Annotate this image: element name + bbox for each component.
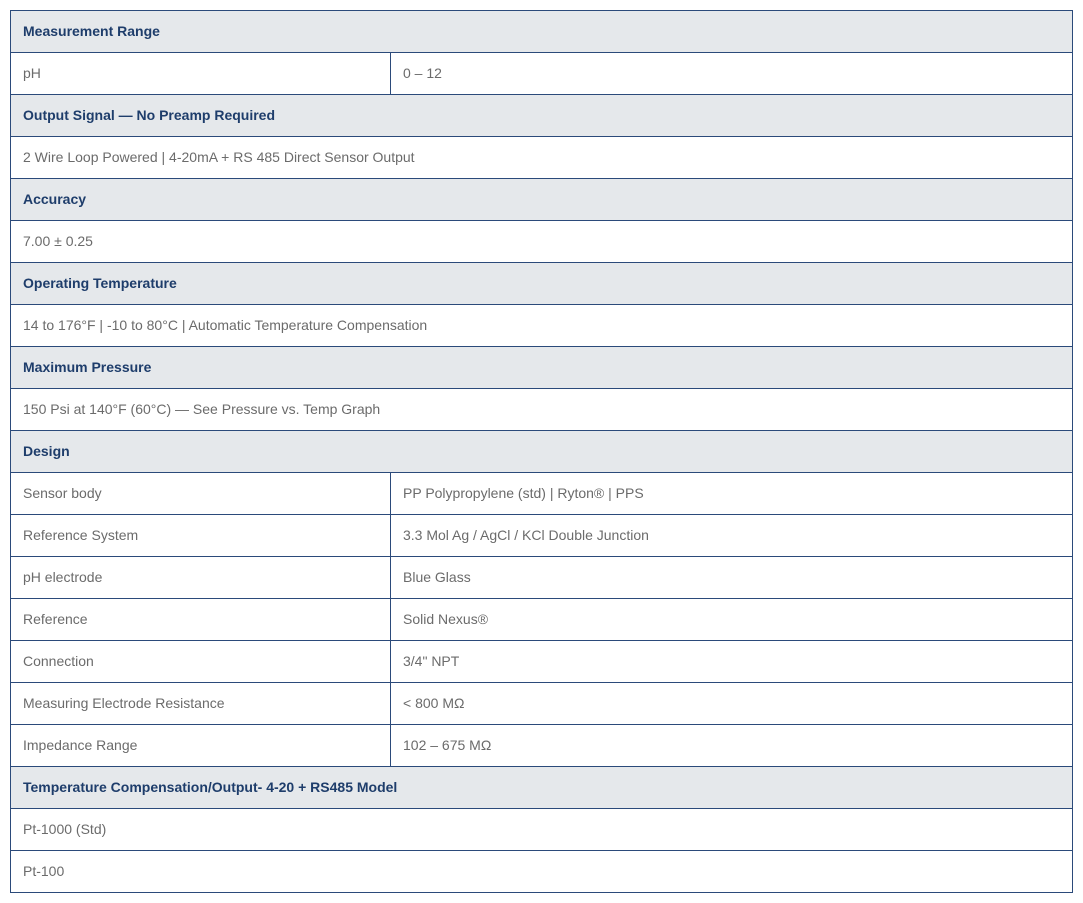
section-title: Output Signal — No Preamp Required (11, 95, 1073, 137)
section-title: Operating Temperature (11, 263, 1073, 305)
row-label: Reference System (11, 515, 391, 557)
table-row: Reference System 3.3 Mol Ag / AgCl / KCl… (11, 515, 1073, 557)
section-title: Measurement Range (11, 11, 1073, 53)
table-row: Pt-100 (11, 851, 1073, 893)
row-full: 150 Psi at 140°F (60°C) — See Pressure v… (11, 389, 1073, 431)
table-row: 150 Psi at 140°F (60°C) — See Pressure v… (11, 389, 1073, 431)
table-row: 14 to 176°F | -10 to 80°C | Automatic Te… (11, 305, 1073, 347)
row-full: Pt-1000 (Std) (11, 809, 1073, 851)
section-header-operating-temperature: Operating Temperature (11, 263, 1073, 305)
section-title: Maximum Pressure (11, 347, 1073, 389)
row-label: pH (11, 53, 391, 95)
row-value: 102 – 675 MΩ (391, 725, 1073, 767)
table-row: 7.00 ± 0.25 (11, 221, 1073, 263)
row-label: Connection (11, 641, 391, 683)
row-value: 0 – 12 (391, 53, 1073, 95)
table-row: Pt-1000 (Std) (11, 809, 1073, 851)
row-value: PP Polypropylene (std) | Ryton® | PPS (391, 473, 1073, 515)
table-row: Reference Solid Nexus® (11, 599, 1073, 641)
spec-table: Measurement Range pH 0 – 12 Output Signa… (10, 10, 1073, 893)
row-value: Blue Glass (391, 557, 1073, 599)
row-full: Pt-100 (11, 851, 1073, 893)
row-label: Impedance Range (11, 725, 391, 767)
section-title: Accuracy (11, 179, 1073, 221)
section-header-output-signal: Output Signal — No Preamp Required (11, 95, 1073, 137)
table-row: Sensor body PP Polypropylene (std) | Ryt… (11, 473, 1073, 515)
section-title: Design (11, 431, 1073, 473)
section-title: Temperature Compensation/Output- 4-20 + … (11, 767, 1073, 809)
table-row: Impedance Range 102 – 675 MΩ (11, 725, 1073, 767)
row-label: Reference (11, 599, 391, 641)
row-full: 2 Wire Loop Powered | 4-20mA + RS 485 Di… (11, 137, 1073, 179)
row-value: Solid Nexus® (391, 599, 1073, 641)
table-row: Measuring Electrode Resistance < 800 MΩ (11, 683, 1073, 725)
row-full: 7.00 ± 0.25 (11, 221, 1073, 263)
row-label: Sensor body (11, 473, 391, 515)
table-row: 2 Wire Loop Powered | 4-20mA + RS 485 Di… (11, 137, 1073, 179)
section-header-accuracy: Accuracy (11, 179, 1073, 221)
row-label: Measuring Electrode Resistance (11, 683, 391, 725)
row-label: pH electrode (11, 557, 391, 599)
section-header-maximum-pressure: Maximum Pressure (11, 347, 1073, 389)
row-value: 3/4" NPT (391, 641, 1073, 683)
section-header-design: Design (11, 431, 1073, 473)
row-value: < 800 MΩ (391, 683, 1073, 725)
section-header-temp-compensation: Temperature Compensation/Output- 4-20 + … (11, 767, 1073, 809)
row-full: 14 to 176°F | -10 to 80°C | Automatic Te… (11, 305, 1073, 347)
section-header-measurement-range: Measurement Range (11, 11, 1073, 53)
table-row: pH 0 – 12 (11, 53, 1073, 95)
row-value: 3.3 Mol Ag / AgCl / KCl Double Junction (391, 515, 1073, 557)
table-row: Connection 3/4" NPT (11, 641, 1073, 683)
table-row: pH electrode Blue Glass (11, 557, 1073, 599)
